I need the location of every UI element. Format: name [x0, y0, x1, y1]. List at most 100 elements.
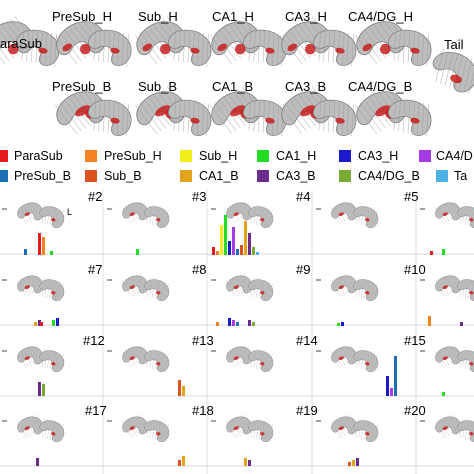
mesh-line: [55, 422, 59, 442]
mesh-line: [125, 206, 134, 224]
mesh-line: [41, 418, 45, 438]
mesh-line: [465, 206, 469, 226]
mesh-line: [41, 277, 45, 297]
mesh-line: [346, 102, 350, 136]
mesh-line: [132, 347, 142, 365]
panel-hippocampus-right: [144, 204, 170, 229]
highlight-region: [129, 212, 135, 216]
mesh-line: [157, 280, 161, 300]
mesh-surface: [144, 279, 170, 301]
mesh-line: [122, 421, 132, 438]
histogram-bar: [394, 356, 397, 396]
panel-hippocampus-left: [331, 200, 359, 224]
mesh-surface: [457, 279, 474, 301]
mesh-line: [132, 203, 142, 221]
mesh-line: [229, 420, 238, 438]
highlight-region: [410, 117, 420, 124]
mesh-line: [364, 29, 386, 59]
mesh-line: [103, 29, 106, 63]
mesh-surface: [432, 51, 474, 93]
mesh-line: [98, 28, 101, 62]
mesh-line: [331, 280, 341, 297]
histogram-bar: [244, 458, 247, 466]
mesh-line: [443, 418, 453, 436]
mesh-line: [258, 207, 262, 226]
mesh-line: [459, 348, 463, 368]
panel-number: #9: [296, 262, 311, 277]
mesh-line: [57, 353, 61, 372]
mesh-line: [371, 423, 375, 442]
panel-number: #4: [296, 189, 311, 204]
mesh-line: [470, 351, 474, 371]
panel-hippocampus-right: [144, 348, 170, 373]
mesh-line: [130, 204, 140, 222]
highlight-region: [110, 117, 120, 124]
mesh-line: [435, 207, 445, 224]
mesh-line: [25, 418, 35, 436]
mesh-line: [331, 351, 341, 368]
mesh-line: [20, 420, 29, 438]
highlight-region: [338, 426, 344, 430]
panel-hippocampus-left: [17, 273, 45, 297]
legend-label: Sub_B: [104, 169, 142, 183]
mesh-surface: [144, 206, 170, 228]
legend-label: PreSub_H: [104, 149, 162, 163]
mesh-line: [328, 29, 331, 63]
mesh-line: [197, 32, 200, 65]
mesh-line: [407, 30, 411, 64]
mesh-line: [226, 351, 236, 368]
legend-label: Sub_H: [199, 149, 238, 163]
histogram-bar: [52, 320, 55, 326]
mesh-surface: [168, 99, 212, 136]
mesh-line: [369, 422, 373, 442]
mesh-line: [30, 416, 40, 434]
mesh-line: [374, 423, 378, 443]
mesh-line: [438, 420, 447, 438]
mesh-line: [27, 203, 37, 221]
mesh-line: [262, 30, 266, 64]
mesh-line: [135, 104, 157, 134]
panel-number: #8: [192, 262, 207, 277]
panel-hippocampus-left: [435, 414, 463, 438]
mesh-line: [366, 280, 370, 300]
mesh-line: [250, 418, 254, 438]
histogram-bar: [430, 251, 433, 255]
mesh-line: [126, 33, 129, 67]
mesh-line: [154, 421, 158, 440]
mesh-line: [318, 98, 321, 131]
mesh-line: [342, 32, 345, 65]
highlight-region: [24, 356, 30, 360]
mesh-line: [435, 280, 445, 297]
mesh-line: [30, 202, 40, 220]
mesh-line: [173, 28, 176, 61]
mesh-line: [344, 416, 354, 434]
mesh-line: [355, 104, 377, 134]
histogram-bar: [390, 388, 393, 396]
legend-swatch: [85, 150, 97, 162]
mesh-line: [440, 50, 449, 84]
mesh-line: [126, 103, 129, 137]
histogram-bar: [38, 233, 41, 255]
highlight-region: [260, 291, 265, 295]
highlight-region: [235, 43, 246, 55]
panel-hippocampus-right: [144, 277, 170, 302]
mesh-line: [276, 102, 280, 136]
mesh-line: [0, 29, 14, 59]
mesh-line: [253, 28, 256, 62]
mesh-line: [228, 24, 251, 54]
legend-swatch: [339, 170, 351, 182]
highlight-region: [338, 356, 344, 360]
highlight-region: [362, 43, 373, 52]
mesh-line: [334, 279, 343, 297]
mesh-line: [355, 204, 359, 224]
mesh-line: [248, 28, 251, 61]
highlight-region: [233, 356, 239, 360]
histogram-bar: [232, 227, 235, 255]
mesh-line: [160, 281, 164, 301]
mesh-line: [93, 98, 96, 131]
mesh-line: [121, 32, 125, 66]
mesh-line: [331, 207, 341, 224]
mesh-line: [135, 275, 145, 293]
highlight-region: [51, 432, 56, 436]
mesh-line: [248, 98, 251, 131]
